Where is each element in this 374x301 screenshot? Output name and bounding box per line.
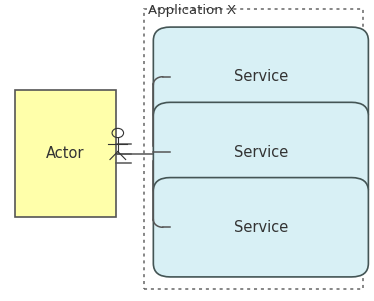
FancyBboxPatch shape — [153, 27, 368, 126]
FancyBboxPatch shape — [153, 178, 368, 277]
Text: Actor: Actor — [46, 146, 85, 161]
Text: Service: Service — [234, 69, 288, 84]
Text: Service: Service — [234, 144, 288, 160]
Text: Application X: Application X — [148, 4, 236, 17]
Bar — [15, 90, 116, 217]
Text: Service: Service — [234, 220, 288, 235]
Bar — [144, 9, 363, 289]
FancyBboxPatch shape — [153, 102, 368, 202]
